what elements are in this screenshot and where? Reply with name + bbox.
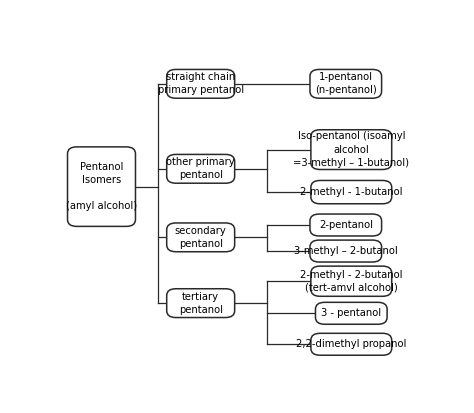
Text: 2-methyl - 1-butanol: 2-methyl - 1-butanol [300,187,402,197]
FancyBboxPatch shape [316,302,387,324]
FancyBboxPatch shape [310,240,382,262]
FancyBboxPatch shape [311,266,392,296]
Text: secondary
pentanol: secondary pentanol [175,226,227,249]
FancyBboxPatch shape [167,154,235,183]
Text: straight chain
primary pentanol: straight chain primary pentanol [158,72,244,95]
Text: Pentanol
Isomers

(amyl alcohol): Pentanol Isomers (amyl alcohol) [66,162,137,211]
FancyBboxPatch shape [67,147,136,226]
FancyBboxPatch shape [310,69,382,98]
FancyBboxPatch shape [310,214,382,236]
Text: 2-pentanol: 2-pentanol [319,220,373,230]
FancyBboxPatch shape [311,333,392,355]
FancyBboxPatch shape [167,289,235,318]
Text: 2,2-dimethyl propanol: 2,2-dimethyl propanol [296,339,407,349]
FancyBboxPatch shape [311,130,392,169]
Text: other primary
pentanol: other primary pentanol [166,157,235,180]
Text: 3-methyl – 2-butanol: 3-methyl – 2-butanol [294,246,398,256]
FancyBboxPatch shape [167,69,235,98]
FancyBboxPatch shape [167,223,235,252]
Text: 2-methyl - 2-butanol
(tert-amvl alcohol): 2-methyl - 2-butanol (tert-amvl alcohol) [300,270,402,293]
Text: Iso-pentanol (isoamyl
alcohol
=3-methyl – 1-butanol): Iso-pentanol (isoamyl alcohol =3-methyl … [293,131,409,168]
Text: tertiary
pentanol: tertiary pentanol [179,292,223,315]
Text: 3 - pentanol: 3 - pentanol [321,308,382,318]
Text: 1-pentanol
(n-pentanol): 1-pentanol (n-pentanol) [315,72,377,95]
FancyBboxPatch shape [311,180,392,204]
